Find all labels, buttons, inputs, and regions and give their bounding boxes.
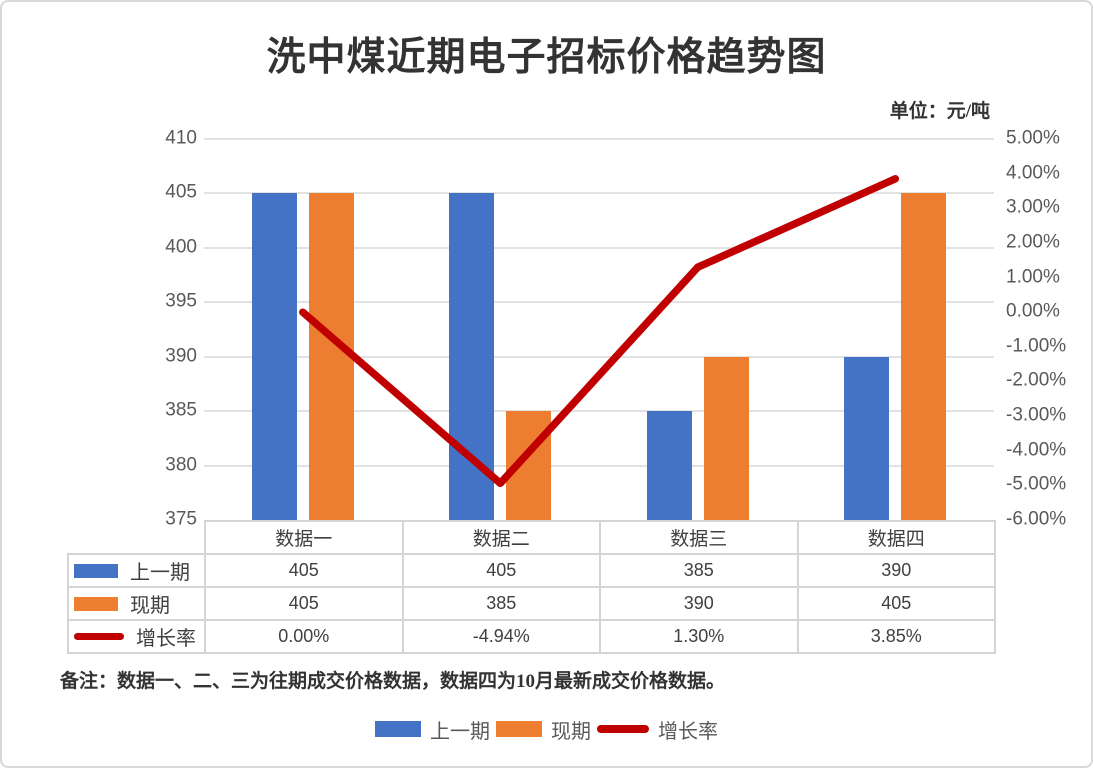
category-header-cell: 数据一 — [204, 520, 404, 555]
value-cell: 405 — [796, 586, 996, 621]
gridline — [204, 301, 994, 304]
value-cell: 405 — [204, 586, 404, 621]
bar-previous-period — [646, 411, 692, 520]
legend-bar-swatch-icon — [496, 721, 542, 737]
bar-previous-period — [251, 193, 297, 520]
value-cell: 0.00% — [204, 619, 404, 654]
value-cell: 3.85% — [796, 619, 996, 654]
primary-axis-tick: 410 — [165, 127, 197, 149]
row-label-cell: 现期 — [67, 586, 206, 621]
gridline — [204, 192, 994, 195]
bar-current-period — [308, 193, 354, 520]
legend-item-growth: 增长率 — [597, 715, 718, 744]
value-cell: 385 — [599, 553, 799, 588]
gridline — [204, 464, 994, 467]
note-text: 备注：数据一、二、三为往期成交价格数据，数据四为10月最新成交价格数据。 — [60, 671, 726, 692]
secondary-axis-tick: -4.00% — [1006, 439, 1067, 461]
legend-label: 上一期 — [430, 720, 490, 743]
secondary-axis-tick: -6.00% — [1006, 508, 1067, 530]
gridline — [204, 138, 994, 140]
secondary-axis-tick: 3.00% — [1006, 196, 1060, 218]
secondary-axis-tick: -1.00% — [1006, 335, 1067, 357]
value-cell: 405 — [204, 553, 404, 588]
value-cell: 385 — [401, 586, 601, 621]
bar-current-period — [901, 193, 947, 520]
bar-previous-period — [844, 356, 890, 520]
legend-item-current: 现期 — [496, 715, 591, 744]
row-label: 增长率 — [136, 628, 196, 650]
value-cell: 405 — [401, 553, 601, 588]
category-header-cell: 数据三 — [599, 520, 799, 555]
row-label: 上一期 — [130, 562, 190, 584]
bar-previous-period — [449, 193, 495, 520]
growth-rate-line — [299, 175, 900, 488]
legend-item-previous: 上一期 — [375, 715, 490, 744]
primary-axis-tick: 385 — [165, 399, 197, 421]
row-label: 现期 — [130, 595, 170, 617]
primary-axis-tick: 380 — [165, 454, 197, 476]
chart-legend: 上一期 现期 增长率 — [2, 713, 1091, 745]
primary-axis-tick: 395 — [165, 290, 197, 312]
value-cell: -4.94% — [401, 619, 601, 654]
bar-current-period — [703, 356, 749, 520]
primary-axis-tick: 390 — [165, 345, 197, 367]
legend-label: 现期 — [551, 720, 591, 743]
primary-axis-tick: 405 — [165, 181, 197, 203]
primary-axis-tick: 400 — [165, 236, 197, 258]
chart-title: 洗中煤近期电子招标价格趋势图 — [266, 36, 827, 79]
row-label-cell: 增长率 — [67, 619, 206, 654]
legend-label: 增长率 — [658, 720, 718, 743]
secondary-axis-tick: 0.00% — [1006, 300, 1060, 322]
growth-rate-line-swatch-icon — [74, 633, 124, 640]
unit-label: 单位：元/吨 — [889, 101, 990, 122]
value-cell: 390 — [599, 586, 799, 621]
value-cell: 1.30% — [599, 619, 799, 654]
primary-axis-tick: 375 — [165, 508, 197, 530]
legend-bar-swatch-icon — [375, 721, 421, 737]
current-period-swatch-icon — [74, 596, 118, 611]
secondary-axis-tick: 5.00% — [1006, 127, 1060, 149]
row-label-cell: 上一期 — [67, 553, 206, 588]
plot-area — [204, 138, 994, 520]
gridline — [204, 355, 994, 358]
secondary-axis-tick: -2.00% — [1006, 370, 1067, 392]
category-header-cell: 数据四 — [796, 520, 996, 555]
secondary-axis-tick: -5.00% — [1006, 473, 1067, 495]
secondary-axis-tick: 1.00% — [1006, 266, 1060, 288]
secondary-axis-tick: 2.00% — [1006, 231, 1060, 253]
value-cell: 390 — [796, 553, 996, 588]
category-header-cell: 数据二 — [401, 520, 601, 555]
legend-line-swatch-icon — [597, 725, 649, 733]
secondary-axis-tick: -3.00% — [1006, 404, 1067, 426]
gridline — [204, 410, 994, 413]
secondary-axis-tick: 4.00% — [1006, 162, 1060, 184]
gridline — [204, 246, 994, 249]
previous-period-swatch-icon — [74, 563, 118, 578]
